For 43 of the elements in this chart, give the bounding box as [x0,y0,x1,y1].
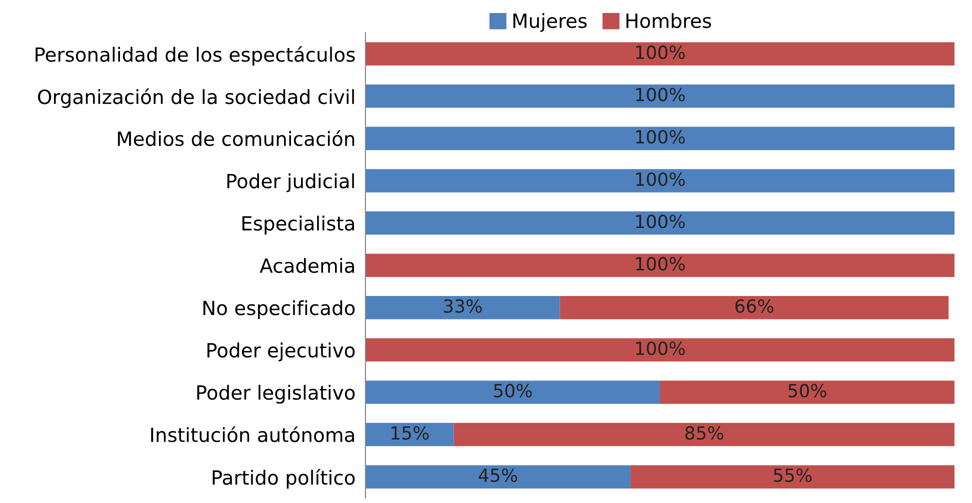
y-tick-label: Medios de comunicación [118,130,354,146]
data-label: 100% [636,256,685,271]
data-label: 50% [494,384,532,398]
y-tick-label: Poder legislativo [197,384,355,404]
bar [454,422,955,446]
y-tick-label: Institución autónoma [151,426,354,442]
y-tick-label: Especialista [242,216,354,234]
data-label: 85% [685,426,724,440]
data-label: 50% [788,384,826,398]
legend-label: Mujeres [513,13,587,32]
data-label: 33% [444,299,482,313]
bar [365,169,955,192]
data-label: 100% [636,88,685,102]
bar [365,254,955,277]
y-tick-label: Academia [260,258,354,273]
bar [630,465,955,488]
bar [365,42,955,66]
y-tick-label: Poder ejecutivo [207,342,355,362]
bar [365,338,955,362]
y-tick-label: Personalidad de los espectáculos [36,46,355,66]
data-label: 15% [392,426,429,440]
bar [365,422,454,446]
y-tick-label: No especificado [203,300,355,320]
data-label: 45% [478,468,518,482]
bar [365,296,560,320]
y-tick-label: Organización de la sociedad civil [38,88,354,108]
bar [365,380,660,404]
bar [365,465,631,488]
bar [365,126,955,150]
data-label: 55% [774,468,812,482]
y-tick-label: Poder judicial [227,173,354,192]
legend-label: Hombres [626,13,712,28]
bar [560,296,949,320]
data-label: 100% [636,342,685,356]
data-label: 100% [636,130,685,144]
bar [365,211,955,235]
y-tick-label: Partido político [212,469,355,489]
data-label: 100% [636,45,685,60]
data-label: 66% [735,299,774,313]
data-label: 100% [636,172,685,186]
data-label: 100% [636,214,685,228]
bar [365,84,955,108]
bar [660,380,955,404]
